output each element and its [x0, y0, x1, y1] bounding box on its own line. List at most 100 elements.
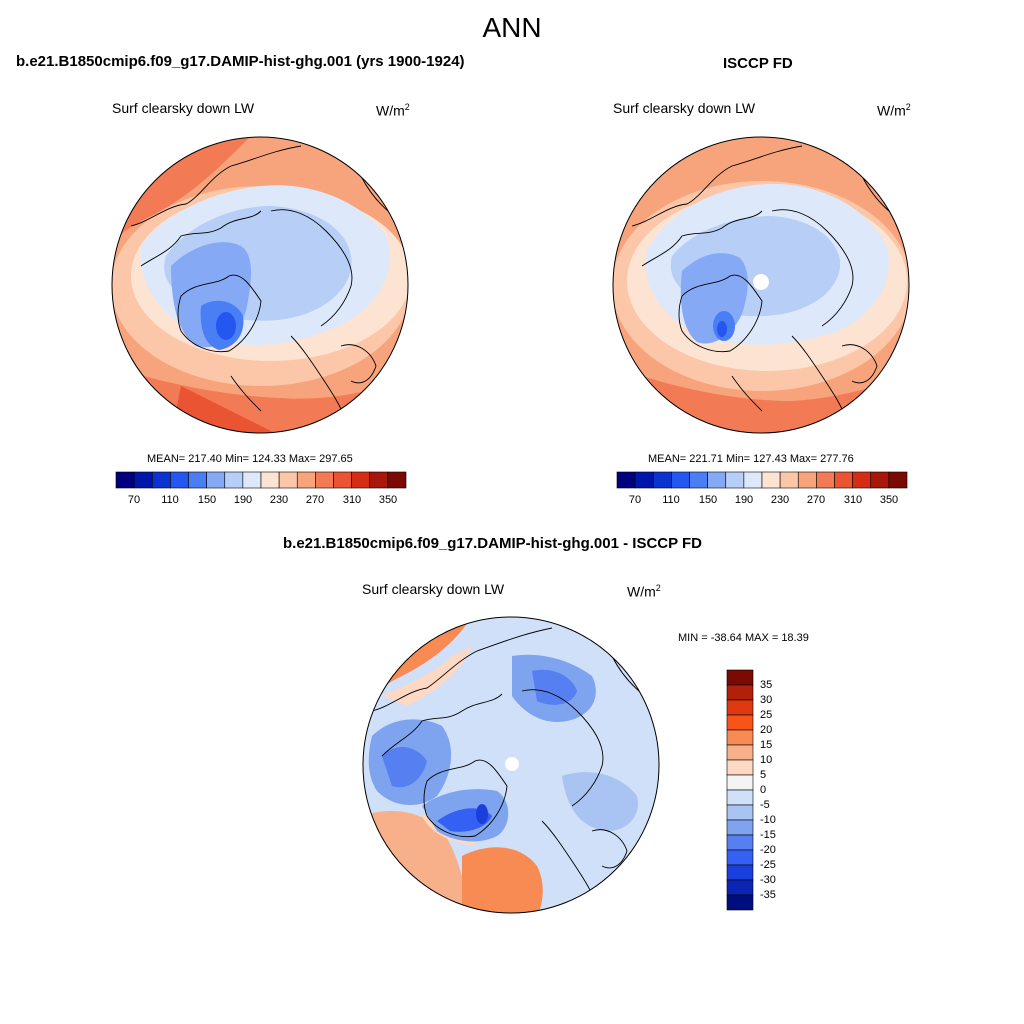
colorbar-swatch	[888, 471, 908, 489]
colorbar-labels: 70 110 150 190 230 270 310 350	[116, 494, 406, 508]
colorbar-tick-label: 0	[760, 784, 767, 796]
stats-text: MEAN= 221.71 Min= 127.43 Max= 277.76	[648, 453, 854, 465]
units-label: W/m2	[877, 102, 911, 119]
colorbar-swatch	[726, 714, 754, 731]
variable-label: Surf clearsky down LW	[362, 581, 505, 597]
colorbar-swatch	[743, 471, 763, 489]
colorbar-tick-label: -10	[760, 814, 776, 826]
colorbar-swatch	[387, 471, 407, 489]
main-title: ANN	[482, 12, 542, 43]
colorbar-swatch	[726, 864, 754, 881]
colorbar-swatch	[652, 471, 672, 489]
colorbar-tick-label: 190	[233, 494, 253, 506]
case-title: ISCCP FD	[723, 55, 793, 72]
colorbar-swatch	[726, 669, 754, 686]
colorbar-swatch	[852, 471, 872, 489]
variable-label: Surf clearsky down LW	[613, 100, 756, 116]
colorbar-observation	[616, 471, 908, 489]
colorbar-swatch	[726, 744, 754, 761]
colorbar-tick-label: 310	[342, 494, 362, 506]
polar-map-difference	[362, 616, 660, 914]
polar-map-observation	[612, 136, 910, 434]
colorbar-swatch	[726, 699, 754, 716]
colorbar-tick-label: 110	[662, 494, 680, 506]
colorbar-swatch	[726, 879, 754, 896]
colorbar-swatch	[151, 471, 171, 489]
colorbar-swatch	[315, 471, 334, 489]
colorbar-tick-label: 20	[760, 724, 773, 736]
colorbar-swatch	[726, 819, 754, 836]
colorbar-tick-label: 270	[305, 494, 325, 506]
colorbar-swatch	[797, 471, 817, 489]
colorbar-tick-label: 70	[127, 494, 141, 506]
case-title: b.e21.B1850cmip6.f09_g17.DAMIP-hist-ghg.…	[16, 53, 465, 70]
colorbar-tick-label: 350	[378, 494, 398, 506]
colorbar-tick-label: 70	[628, 494, 642, 506]
colorbar-swatch	[726, 834, 754, 851]
colorbar-swatch	[616, 471, 636, 489]
colorbar-tick-label: 5	[760, 769, 767, 781]
colorbar-swatch	[260, 471, 280, 489]
colorbar-swatch	[834, 471, 853, 489]
colorbar-swatch	[726, 774, 754, 791]
colorbar-swatch	[133, 471, 153, 489]
minmax-text: MIN = -38.64 MAX = 18.39	[678, 632, 809, 644]
colorbar-swatch	[707, 471, 727, 489]
colorbar-model	[115, 471, 407, 489]
colorbar-swatch	[726, 894, 754, 911]
colorbar-swatch	[351, 471, 371, 489]
units-label: W/m2	[627, 583, 661, 600]
colorbar-labels: 70 110 150 190 230 270 310 350	[617, 494, 907, 508]
colorbar-tick-label: 110	[161, 494, 179, 506]
case-title: b.e21.B1850cmip6.f09_g17.DAMIP-hist-ghg.…	[283, 535, 703, 552]
colorbar-swatch	[296, 471, 316, 489]
stats-text: MEAN= 217.40 Min= 124.33 Max= 297.65	[147, 453, 353, 465]
colorbar-tick-label: -15	[760, 829, 776, 841]
colorbar-swatch	[761, 471, 781, 489]
colorbar-swatch	[188, 471, 207, 489]
colorbar-swatch	[725, 471, 745, 489]
colorbar-swatch	[224, 471, 244, 489]
colorbar-tick-label: 35	[760, 679, 773, 691]
colorbar-labels: 35 30 25 20 15 10 5 0 -5 -10 -15 -20 -25…	[760, 670, 800, 910]
colorbar-swatch	[726, 804, 754, 821]
colorbar-swatch	[816, 471, 835, 489]
colorbar-tick-label: -30	[760, 874, 776, 886]
colorbar-difference	[726, 669, 754, 911]
colorbar-tick-label: 30	[760, 694, 773, 706]
colorbar-swatch	[278, 471, 298, 489]
variable-label: Surf clearsky down LW	[112, 100, 255, 116]
colorbar-swatch	[671, 471, 690, 489]
colorbar-swatch	[242, 471, 262, 489]
colorbar-swatch	[726, 729, 754, 746]
colorbar-swatch	[689, 471, 708, 489]
colorbar-swatch	[206, 471, 226, 489]
colorbar-tick-label: 230	[770, 494, 790, 506]
colorbar-tick-label: 350	[879, 494, 899, 506]
colorbar-tick-label: 230	[269, 494, 289, 506]
colorbar-swatch	[870, 471, 890, 489]
colorbar-swatch	[634, 471, 654, 489]
colorbar-tick-label: 10	[760, 754, 773, 766]
colorbar-tick-label: -35	[760, 889, 776, 901]
colorbar-swatch	[333, 471, 352, 489]
colorbar-tick-label: -20	[760, 844, 776, 856]
colorbar-tick-label: 25	[760, 709, 773, 721]
colorbar-swatch	[115, 471, 135, 489]
polar-map-model	[111, 136, 409, 434]
colorbar-swatch	[170, 471, 189, 489]
colorbar-swatch	[726, 849, 754, 866]
units-label: W/m2	[376, 102, 410, 119]
colorbar-swatch	[726, 789, 754, 806]
colorbar-tick-label: -5	[760, 799, 770, 811]
colorbar-tick-label: 150	[197, 494, 217, 506]
colorbar-tick-label: 15	[760, 739, 773, 751]
colorbar-tick-label: -25	[760, 859, 776, 871]
colorbar-swatch	[726, 759, 754, 776]
colorbar-tick-label: 270	[806, 494, 826, 506]
colorbar-swatch	[779, 471, 799, 489]
colorbar-swatch	[726, 684, 754, 701]
colorbar-tick-label: 310	[843, 494, 863, 506]
colorbar-tick-label: 190	[734, 494, 754, 506]
colorbar-tick-label: 150	[698, 494, 718, 506]
